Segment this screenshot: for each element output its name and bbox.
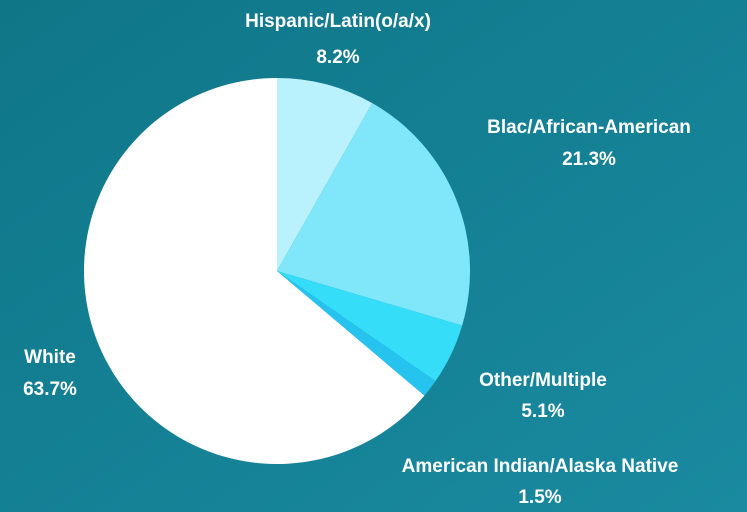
slice-value: 1.5%	[518, 487, 561, 508]
slice-label: Other/Multiple	[479, 370, 607, 391]
pie-slice	[277, 271, 463, 382]
slice-value: 21.3%	[562, 149, 616, 170]
slice-value: 63.7%	[23, 379, 77, 400]
pie-slice	[277, 78, 373, 271]
slice-label: Hispanic/Latin(o/a/x)	[245, 11, 431, 32]
pie-slice	[277, 103, 470, 326]
slice-value: 5.1%	[521, 401, 564, 422]
slice-label: White	[24, 347, 76, 368]
slice-value: 8.2%	[316, 47, 359, 68]
pie-slice	[84, 78, 425, 464]
pie-slice	[277, 271, 436, 396]
slice-label: American Indian/Alaska Native	[402, 456, 679, 477]
slice-label: Blac/African-American	[487, 117, 691, 138]
